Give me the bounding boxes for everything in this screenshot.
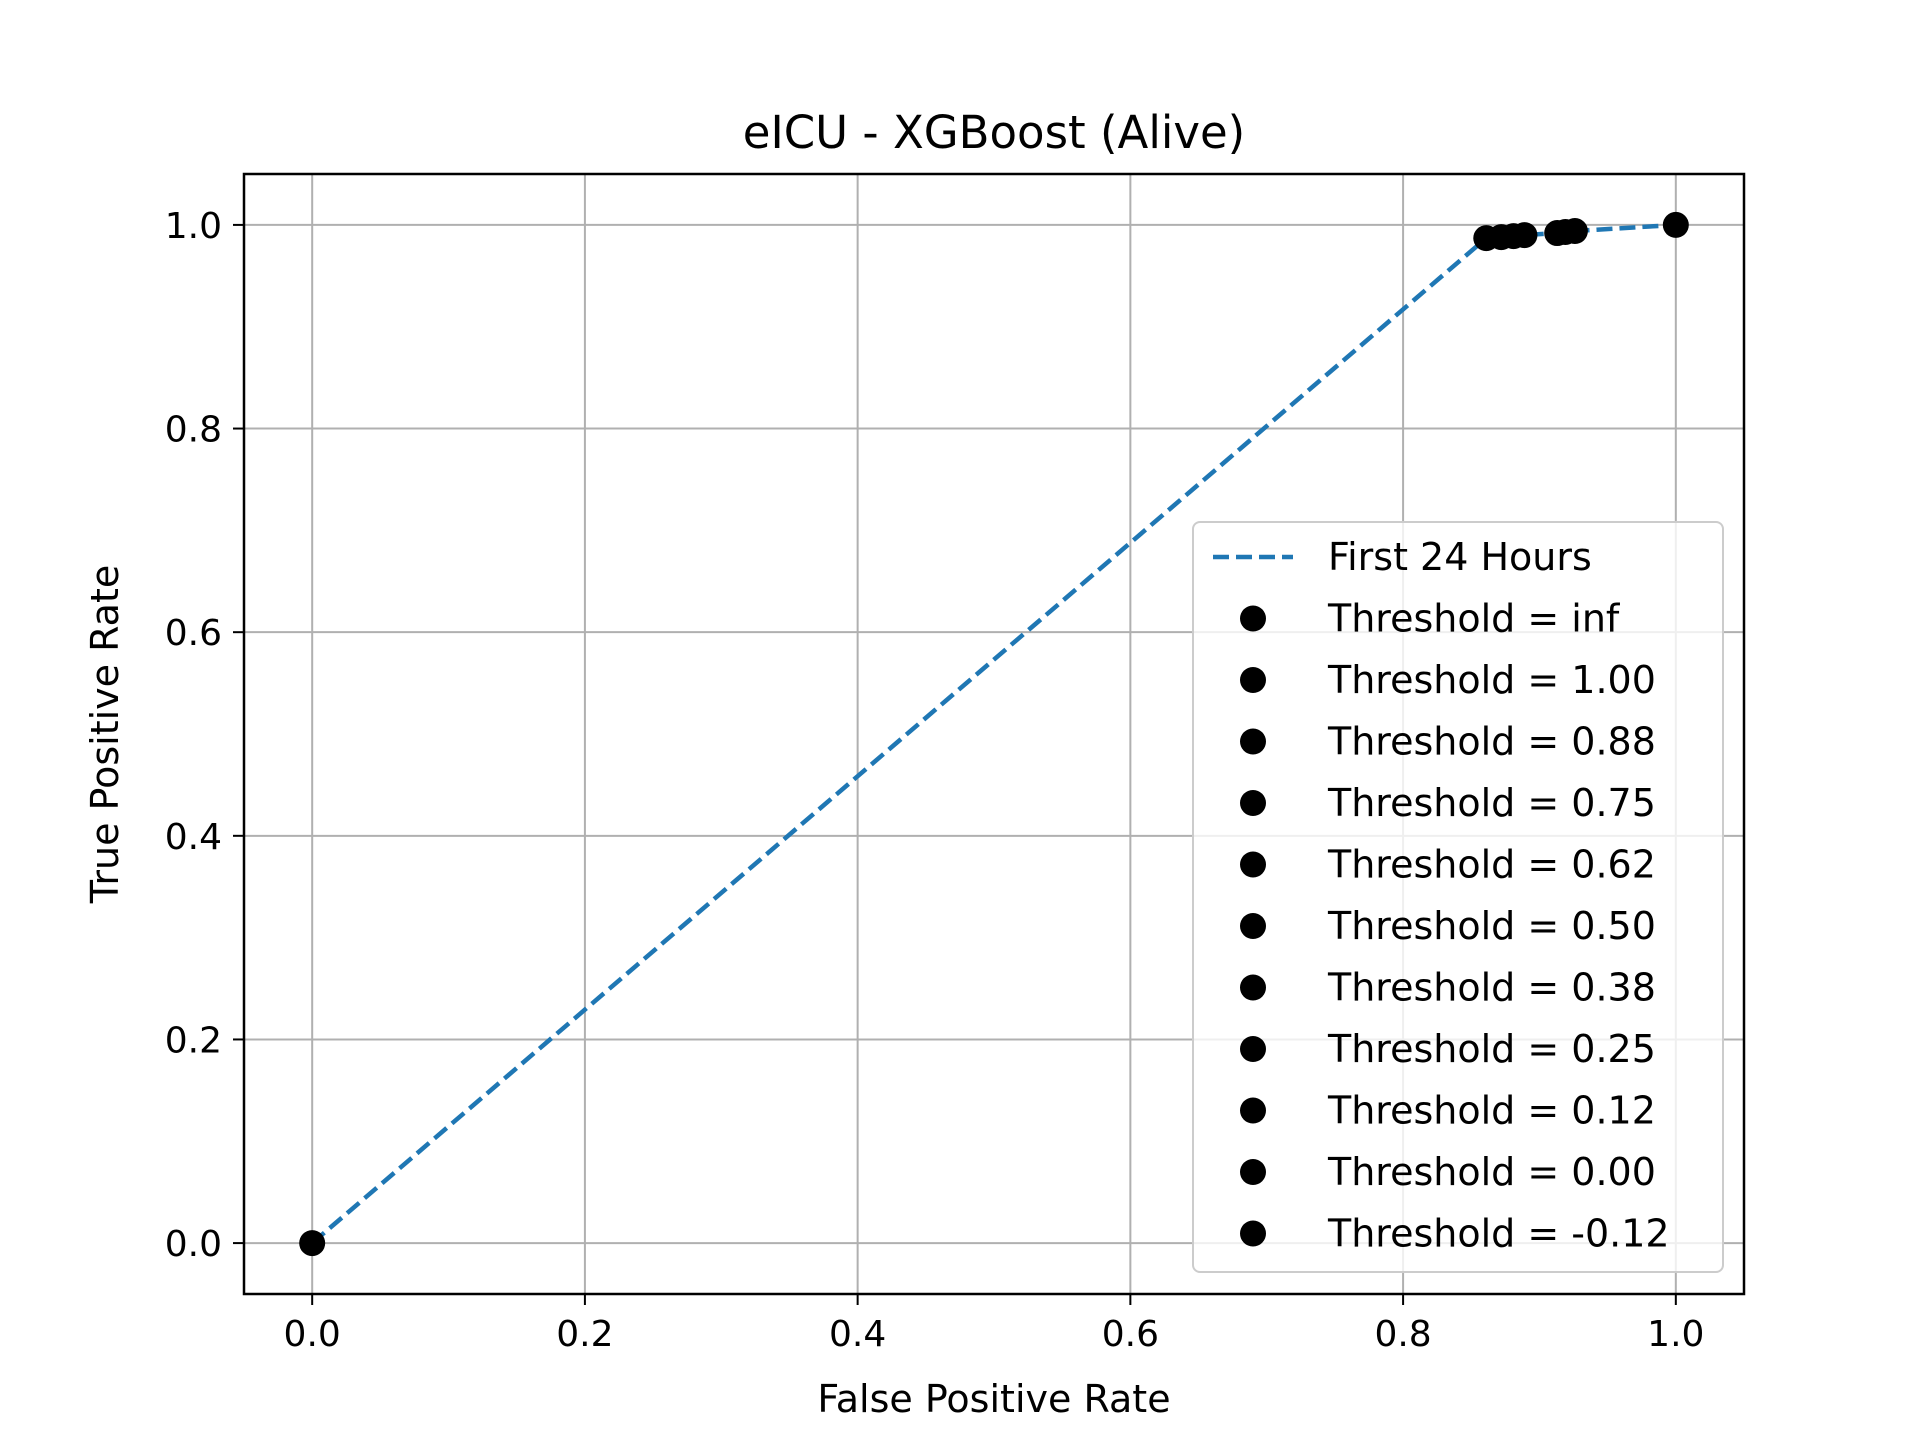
legend-label: Threshold = 0.88 [1327,720,1656,764]
legend-label: Threshold = 0.12 [1327,1089,1656,1133]
threshold-point [1561,218,1588,245]
legend-marker-swatch [1240,790,1266,816]
legend-marker-swatch [1240,1097,1266,1124]
axes-frame [242,172,1746,1296]
y-tick-label: 0.2 [165,1020,222,1061]
y-tick-label: 1.0 [165,206,222,247]
legend-marker-swatch [1240,1159,1266,1185]
legend-marker-swatch [1240,1220,1266,1247]
legend-marker-swatch [1240,728,1266,755]
legend-label: First 24 Hours [1328,535,1592,579]
y-tick-label: 0.6 [165,613,222,654]
threshold-point [1662,211,1689,238]
legend: First 24 Hours Threshold = inf Threshold =… [1192,521,1724,1273]
y-tick-label: 0.8 [165,410,222,451]
x-tick-label: 0.2 [556,1314,613,1355]
y-tick-label: 0.0 [165,1224,222,1265]
legend-label: Threshold = 0.38 [1327,966,1656,1010]
legend-label: Threshold = 0.50 [1327,904,1656,948]
legend-label: Threshold = 0.62 [1327,843,1656,887]
x-tick-label: 1.0 [1647,1314,1704,1355]
chart-title: eICU - XGBoost (Alive) [743,106,1245,159]
legend-marker-swatch [1240,667,1266,693]
legend-marker-swatch [1240,1036,1266,1062]
x-tick-label: 0.4 [829,1314,886,1355]
legend-label: Threshold = 0.00 [1327,1150,1656,1194]
legend-label: Threshold = inf [1327,597,1621,641]
legend-label: Threshold = 0.75 [1327,781,1656,825]
y-axis-label: True Positive Rate [83,565,127,905]
plot-data [299,211,1689,1257]
legend-label: Threshold = 0.25 [1327,1027,1656,1071]
legend-marker-swatch [1240,605,1266,632]
threshold-point [1511,222,1538,249]
legend-marker-swatch [1240,851,1266,878]
x-tick-label: 0.6 [1102,1314,1159,1355]
x-axis-label: False Positive Rate [817,1377,1170,1421]
threshold-point [299,1230,326,1257]
legend-label: Threshold = 1.00 [1327,658,1656,702]
legend-marker-swatch [1240,974,1266,1001]
legend-box [1192,521,1724,1273]
axis-ticks: 0.0 0.2 0.4 0.6 0.8 1.0 0.0 0.2 0.4 0.6 0.8 1.0 [165,206,1705,1355]
legend-marker-swatch [1240,913,1266,939]
x-tick-label: 0.8 [1374,1314,1431,1355]
x-tick-label: 0.0 [284,1314,341,1355]
legend-label: Threshold = -0.12 [1327,1212,1670,1256]
y-tick-label: 0.4 [165,817,222,858]
